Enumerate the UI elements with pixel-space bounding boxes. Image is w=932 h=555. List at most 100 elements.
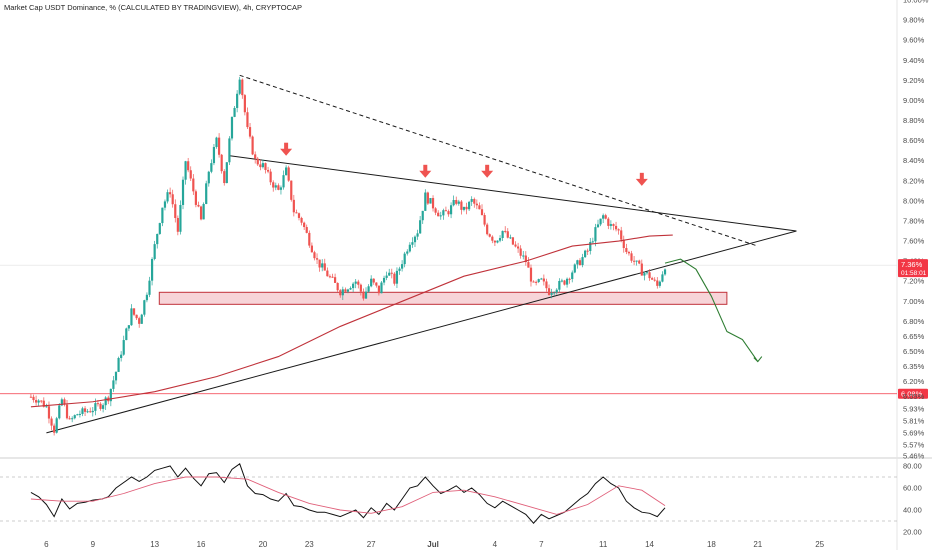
candle-body xyxy=(127,325,130,329)
candle-body xyxy=(651,278,654,280)
candle-body xyxy=(496,240,499,243)
trendline xyxy=(228,155,797,232)
candle-body xyxy=(47,406,51,419)
candle-body xyxy=(604,215,607,219)
candle-body xyxy=(91,410,94,413)
candle-body xyxy=(398,268,401,271)
candle-body xyxy=(535,281,538,283)
candle-body xyxy=(233,107,236,117)
y-tick-label: 8.60% xyxy=(903,136,925,145)
arrow-head xyxy=(419,170,432,178)
candle-body xyxy=(145,294,149,301)
candle-body xyxy=(189,170,192,179)
y-tick-label: 8.80% xyxy=(903,116,925,125)
candle-body xyxy=(663,269,667,275)
candle-body xyxy=(266,169,270,172)
candle-body xyxy=(478,205,481,210)
candle-body xyxy=(125,328,128,341)
candle-body xyxy=(632,260,636,262)
candle-body xyxy=(279,187,283,190)
current-price-badge xyxy=(898,259,928,278)
candle-body xyxy=(50,418,53,426)
candle-body xyxy=(81,408,84,414)
down-arrow-marker xyxy=(635,172,648,186)
candle-body xyxy=(205,183,208,204)
candle-body xyxy=(112,380,115,389)
candle-body xyxy=(377,285,381,294)
candle-body xyxy=(32,396,35,401)
candle-body xyxy=(612,224,615,226)
y-tick-label: 6.35% xyxy=(903,362,925,371)
candle-body xyxy=(86,411,89,413)
moving-average-layer xyxy=(30,234,763,408)
candle-body xyxy=(339,290,342,296)
arrow-shaft xyxy=(639,172,644,180)
candle-body xyxy=(393,273,396,284)
candle-body xyxy=(388,272,391,276)
candle-body xyxy=(53,425,56,433)
candle-body xyxy=(465,206,468,210)
y-tick-label: 6.65% xyxy=(903,332,925,341)
candle-body xyxy=(434,208,437,213)
down-arrow-marker xyxy=(481,164,494,178)
candle-body xyxy=(488,234,491,237)
y-tick-label: 7.80% xyxy=(903,216,925,225)
candle-body xyxy=(179,204,182,232)
candle-body xyxy=(524,255,527,263)
candle-body xyxy=(45,406,48,408)
candle-body xyxy=(323,263,326,271)
candle-body xyxy=(272,182,275,188)
candle-body xyxy=(292,199,295,213)
candle-body xyxy=(336,282,339,291)
candle-body xyxy=(344,289,347,292)
candle-body xyxy=(504,230,507,232)
candle-body xyxy=(584,250,587,258)
candle-body xyxy=(166,192,169,202)
candle-body xyxy=(269,171,272,183)
candle-body xyxy=(254,154,257,159)
candle-body xyxy=(527,262,530,268)
candle-body xyxy=(310,245,313,253)
candle-body xyxy=(614,225,618,230)
y-tick-label: 5.81% xyxy=(903,416,925,425)
candle-body xyxy=(60,399,63,406)
rsi-line xyxy=(30,463,666,524)
candle-body xyxy=(375,282,378,286)
candle-body xyxy=(362,291,365,299)
x-tick-label: 9 xyxy=(91,540,96,549)
candle-body xyxy=(560,280,564,282)
annotations-zone-layer: 6.08% xyxy=(0,264,928,399)
candle-body xyxy=(305,227,308,233)
candle-body xyxy=(591,241,594,243)
candle-body xyxy=(357,281,360,285)
candle-body xyxy=(537,279,540,282)
candle-body xyxy=(109,388,112,402)
candle-body xyxy=(359,284,362,292)
candle-body xyxy=(638,260,641,264)
candle-body xyxy=(385,275,388,278)
candle-body xyxy=(148,280,151,295)
candle-body xyxy=(658,281,661,286)
candle-body xyxy=(468,201,471,210)
candle-body xyxy=(457,201,460,204)
candle-body xyxy=(89,411,92,413)
candle-body xyxy=(408,244,411,252)
candle-body xyxy=(197,204,200,207)
y-tick-label: 9.40% xyxy=(903,56,925,65)
candle-body xyxy=(37,400,40,403)
y-tick-label: 9.80% xyxy=(903,16,925,25)
candle-body xyxy=(277,185,280,190)
candle-body xyxy=(542,278,545,282)
y-tick-label: 8.00% xyxy=(903,196,925,205)
candle-body xyxy=(609,224,612,226)
y-tick-label: 10.00% xyxy=(903,0,929,5)
y-tick-label: 5.93% xyxy=(903,404,925,413)
candle-body xyxy=(331,276,334,278)
candle-body xyxy=(630,253,633,261)
candle-body xyxy=(447,211,450,215)
y-tick-label: 6.50% xyxy=(903,347,925,356)
candle-body xyxy=(511,237,515,245)
candle-body xyxy=(297,213,301,218)
candle-body xyxy=(493,240,496,243)
